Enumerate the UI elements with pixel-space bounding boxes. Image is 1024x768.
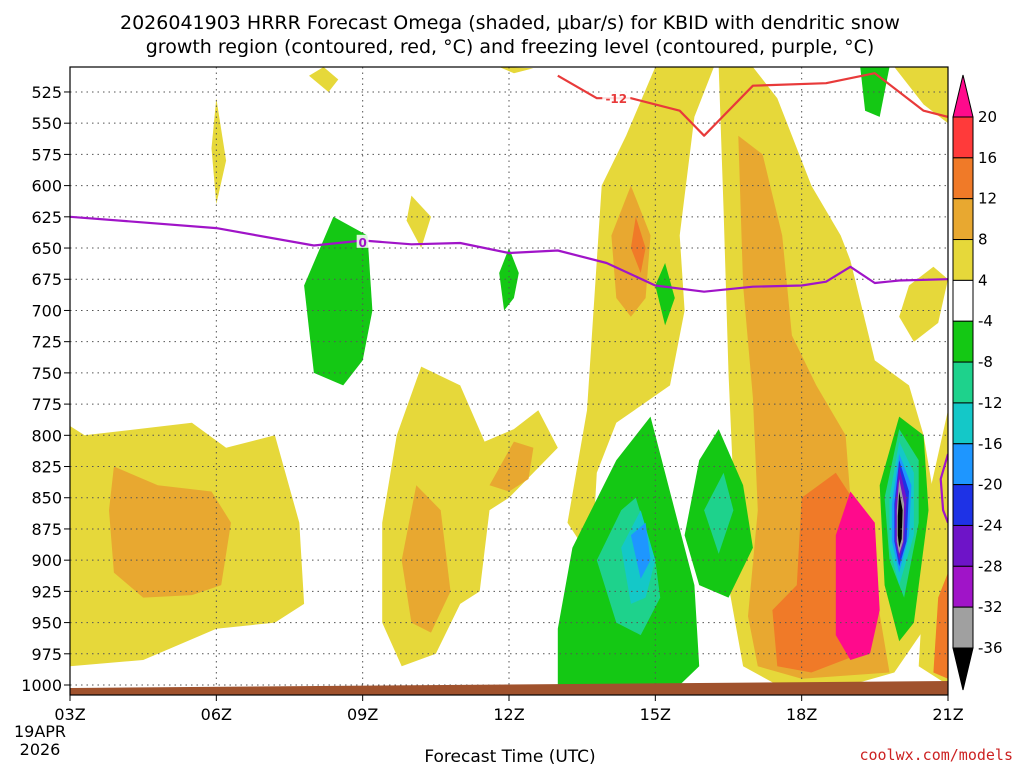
chart-title-line1: 2026041903 HRRR Forecast Omega (shaded, … bbox=[120, 12, 900, 34]
omega-region-4 bbox=[499, 67, 534, 74]
freezing-level-contour-low bbox=[939, 453, 948, 524]
omega-region-7 bbox=[401, 485, 451, 633]
omega-shading bbox=[70, 67, 948, 685]
colorbar-bottom-arrow bbox=[952, 647, 974, 691]
omega-region-2 bbox=[211, 98, 227, 205]
plot-area: -12 0 bbox=[69, 66, 949, 696]
omega-region-10 bbox=[611, 185, 651, 317]
colorbar-bin bbox=[952, 116, 974, 159]
y-tick-label: 725 bbox=[31, 333, 62, 352]
omega-region-3 bbox=[309, 67, 339, 92]
x-tick-label: 09Z bbox=[347, 705, 378, 724]
colorbar-bin bbox=[952, 565, 974, 608]
colorbar-bin bbox=[952, 484, 974, 526]
x-tick-label: 03Z bbox=[54, 705, 85, 724]
y-tick-label: 675 bbox=[31, 270, 62, 289]
x-axis-label: Forecast Time (UTC) bbox=[424, 747, 595, 767]
omega-region-11 bbox=[630, 216, 646, 273]
colorbar-bin bbox=[952, 524, 974, 567]
omega-region-20 bbox=[304, 216, 373, 386]
colorbar-tick-label: -12 bbox=[978, 394, 1003, 412]
y-tick-label: 925 bbox=[31, 582, 62, 601]
omega-region-1 bbox=[109, 466, 231, 598]
y-tick-label: 650 bbox=[31, 239, 62, 258]
omega-region-16 bbox=[899, 266, 948, 342]
omega-region-17 bbox=[894, 67, 948, 124]
colorbar-tick-label: -24 bbox=[978, 516, 1003, 534]
colorbar-tick-label: -28 bbox=[978, 557, 1003, 575]
contour-layer: -12 0 bbox=[70, 72, 948, 524]
colorbar-bin bbox=[952, 239, 974, 281]
contour-label-bg bbox=[602, 91, 631, 105]
colorbar-bin bbox=[952, 320, 974, 363]
credit-text: coolwx.com/models bbox=[859, 746, 1013, 764]
colorbar-bin bbox=[952, 443, 974, 486]
colorbar-tick-label: 4 bbox=[978, 271, 988, 289]
omega-region-29 bbox=[704, 472, 734, 554]
x-tick-label: 15Z bbox=[640, 705, 671, 724]
y-tick-label: 700 bbox=[31, 301, 62, 320]
colorbar-tick-label: -32 bbox=[978, 598, 1003, 616]
colorbar-tick-label: -8 bbox=[978, 353, 993, 371]
y-tick-label: 850 bbox=[31, 489, 62, 508]
omega-region-22 bbox=[655, 263, 675, 326]
colorbar-bin bbox=[952, 198, 974, 241]
y-tick-label: 975 bbox=[31, 645, 62, 664]
colorbar-top-arrow bbox=[952, 74, 974, 118]
omega-region-15 bbox=[835, 491, 880, 660]
colorbar-tick-label: -36 bbox=[978, 639, 1003, 657]
y-tick-label: 800 bbox=[31, 426, 62, 445]
omega-region-9 bbox=[567, 67, 714, 561]
colorbar-bin bbox=[952, 606, 974, 649]
y-tick-label: 750 bbox=[31, 364, 62, 383]
x-tick-label: 06Z bbox=[201, 705, 232, 724]
y-tick-label: 575 bbox=[31, 145, 62, 164]
x-start-date-day: 19APR bbox=[14, 722, 66, 741]
omega-region-19 bbox=[933, 572, 948, 679]
y-tick-label: 875 bbox=[31, 520, 62, 539]
colorbar-bin bbox=[952, 361, 974, 404]
omega-region-37 bbox=[897, 491, 903, 548]
colorbar-tick-label: -4 bbox=[978, 312, 993, 330]
colorbar: 20 16 12 8 4 -4 -8 -12 -16 -20 -24 -28 -32 -36 bbox=[952, 74, 1003, 691]
omega-region-5 bbox=[406, 195, 431, 248]
contour-label: 0 bbox=[358, 236, 366, 250]
omega-region-27 bbox=[630, 522, 651, 579]
y-tick-label: 775 bbox=[31, 395, 62, 414]
colorbar-tick-label: 12 bbox=[978, 190, 997, 208]
chart-title-line2: growth region (contoured, red, °C) and f… bbox=[146, 36, 875, 58]
y-tick-label: 600 bbox=[31, 177, 62, 196]
x-axis: 03Z 06Z 09Z 12Z 15Z 18Z 21Z bbox=[54, 695, 964, 724]
y-axis: 525 550 575 600 625 650 675 700 725 750 775 800 825 8… bbox=[21, 83, 70, 695]
y-tick-label: 525 bbox=[31, 83, 62, 102]
x-start-date-year: 2026 bbox=[20, 740, 61, 759]
colorbar-tick-label: 8 bbox=[978, 231, 988, 249]
y-tick-label: 1000 bbox=[21, 676, 62, 695]
y-tick-label: 825 bbox=[31, 458, 62, 477]
colorbar-bin bbox=[952, 402, 974, 445]
colorbar-bin bbox=[952, 157, 974, 200]
contour-label: -12 bbox=[605, 92, 627, 106]
y-tick-label: 950 bbox=[31, 614, 62, 633]
terrain-surface bbox=[70, 681, 948, 695]
y-tick-label: 550 bbox=[31, 114, 62, 133]
freezing-level-contour bbox=[70, 215, 948, 293]
contour-label-bg bbox=[356, 234, 369, 248]
colorbar-tick-label: 16 bbox=[978, 149, 997, 167]
colorbar-bin bbox=[952, 279, 974, 322]
y-tick-label: 625 bbox=[31, 208, 62, 227]
colorbar-tick-label: -16 bbox=[978, 435, 1003, 453]
x-tick-label: 18Z bbox=[786, 705, 817, 724]
y-tick-label: 900 bbox=[31, 551, 62, 570]
colorbar-tick-label: 20 bbox=[978, 108, 997, 126]
x-tick-label: 12Z bbox=[493, 705, 524, 724]
colorbar-tick-label: -20 bbox=[978, 476, 1003, 494]
x-tick-label: 21Z bbox=[932, 705, 963, 724]
omega-region-21 bbox=[499, 248, 519, 311]
